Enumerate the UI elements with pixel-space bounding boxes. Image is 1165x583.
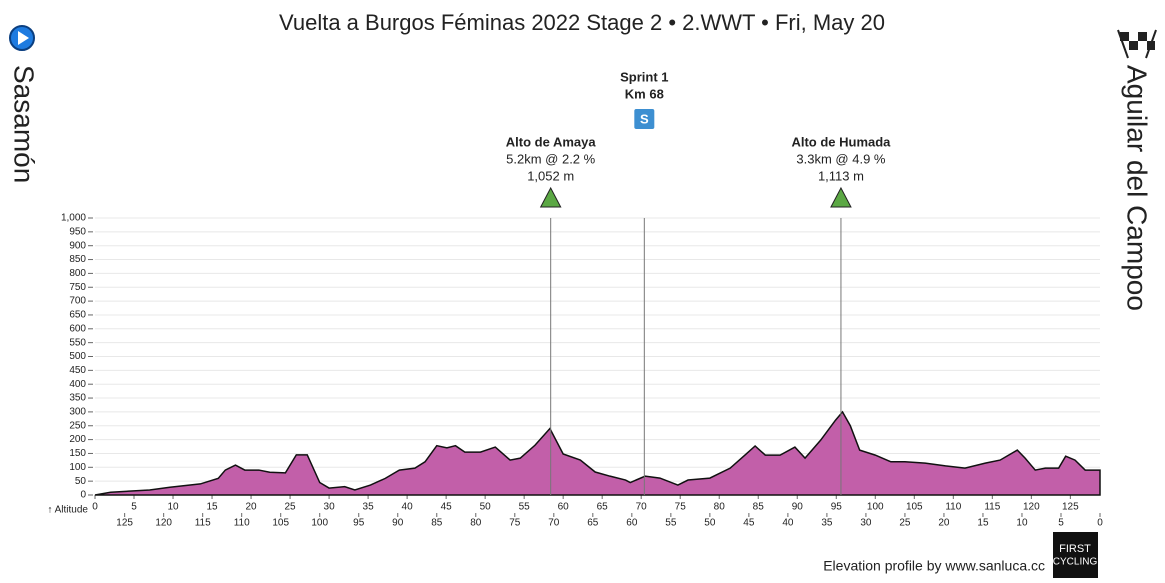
y-tick-label: 550: [69, 337, 86, 348]
x-tick-label: 110: [945, 502, 961, 513]
x2-tick-label: 90: [392, 518, 404, 529]
x-tick-label: 75: [675, 502, 687, 513]
x2-tick-label: 110: [234, 518, 250, 529]
x2-tick-label: 95: [353, 518, 365, 529]
x-tick-label: 60: [558, 502, 570, 513]
x2-tick-label: 105: [272, 518, 289, 529]
x-tick-label: 20: [245, 502, 257, 513]
x-tick-label: 30: [324, 502, 336, 513]
x-tick-label: 50: [480, 502, 492, 513]
x-tick-label: 25: [285, 502, 297, 513]
finish-label: Aguilar del Campoo: [1122, 65, 1153, 311]
start-icon: [9, 25, 35, 51]
y-tick-label: 500: [69, 351, 86, 362]
x2-tick-label: 75: [509, 518, 521, 529]
climb-name: Alto de Amaya: [506, 134, 597, 149]
climb-detail: 3.3km @ 4.9 %: [796, 151, 886, 166]
y-tick-label: 1,000: [61, 213, 86, 224]
x-tick-label: 40: [402, 502, 414, 513]
y-tick-label: 600: [69, 323, 86, 334]
climb-name: Alto de Humada: [791, 134, 891, 149]
x2-tick-label: 15: [977, 518, 989, 529]
y-tick-label: 350: [69, 393, 86, 404]
x-tick-label: 120: [1023, 502, 1040, 513]
x2-tick-label: 55: [665, 518, 677, 529]
x2-tick-label: 20: [938, 518, 950, 529]
x2-tick-label: 125: [116, 518, 133, 529]
y-tick-label: 100: [69, 462, 86, 473]
x-tick-label: 125: [1062, 502, 1079, 513]
y-tick-label: 300: [69, 407, 86, 418]
x2-tick-label: 25: [899, 518, 911, 529]
x-tick-label: 10: [167, 502, 179, 513]
y-tick-label: 800: [69, 268, 86, 279]
credit: Elevation profile by www.sanluca.cc: [823, 558, 1045, 574]
x2-tick-label: 65: [587, 518, 599, 529]
y-tick-label: 750: [69, 282, 86, 293]
y-axis-label: ↑ Altitude: [47, 505, 88, 516]
y-tick-label: 0: [80, 490, 86, 501]
x-tick-label: 70: [636, 502, 648, 513]
y-tick-label: 650: [69, 310, 86, 321]
x2-tick-label: 5: [1058, 518, 1064, 529]
x2-tick-label: 80: [470, 518, 482, 529]
y-tick-label: 900: [69, 240, 86, 251]
sprint-icon-label: S: [640, 111, 649, 126]
x-tick-label: 105: [906, 502, 923, 513]
x-tick-label: 85: [753, 502, 765, 513]
logo-text: FIRST: [1059, 543, 1091, 555]
x-tick-label: 0: [92, 502, 98, 513]
sprint-icon: [634, 109, 655, 129]
y-tick-label: 150: [69, 448, 86, 459]
y-tick-label: 450: [69, 365, 86, 376]
x-tick-label: 80: [714, 502, 726, 513]
x2-tick-label: 10: [1016, 518, 1028, 529]
climb-icon: [539, 186, 562, 208]
x-tick-label: 115: [984, 502, 1000, 513]
x-tick-label: 45: [441, 502, 453, 513]
x2-tick-label: 50: [704, 518, 716, 529]
logo-box: [1053, 532, 1098, 578]
y-tick-label: 850: [69, 254, 86, 265]
x-tick-label: 5: [131, 502, 137, 513]
x-tick-label: 100: [867, 502, 884, 513]
x2-tick-label: 40: [782, 518, 794, 529]
climb-icon: [830, 186, 852, 208]
x-tick-label: 55: [519, 502, 531, 513]
x-tick-label: 35: [363, 502, 375, 513]
x-tick-label: 95: [831, 502, 843, 513]
x2-tick-label: 100: [311, 518, 328, 529]
x-tick-label: 90: [792, 502, 804, 513]
start-label: Sasamón: [9, 65, 40, 183]
x-tick-label: 65: [597, 502, 609, 513]
x2-tick-label: 30: [860, 518, 872, 529]
x2-tick-label: 115: [195, 518, 211, 529]
chart-title: Vuelta a Burgos Féminas 2022 Stage 2 • 2…: [279, 10, 885, 35]
sprint-name: Sprint 1: [620, 69, 668, 84]
y-tick-label: 400: [69, 379, 86, 390]
sprint-label: Km 68: [625, 86, 664, 101]
finish-icon: [1117, 29, 1157, 59]
x2-tick-label: 85: [431, 518, 443, 529]
climb-detail: 5.2km @ 2.2 %: [506, 151, 596, 166]
y-tick-label: 50: [75, 476, 87, 487]
elevation-area: [94, 410, 1101, 496]
x2-tick-label: 45: [743, 518, 755, 529]
y-tick-label: 250: [69, 420, 86, 431]
x2-tick-label: 35: [821, 518, 833, 529]
x-tick-label: 15: [206, 502, 218, 513]
x2-tick-label: 60: [626, 518, 638, 529]
climb-elevation: 1,113 m: [818, 168, 864, 183]
climb-elevation: 1,052 m: [527, 168, 574, 183]
y-tick-label: 700: [69, 296, 86, 307]
logo-text: CYCLING: [1053, 557, 1098, 568]
x2-tick-label: 0: [1097, 518, 1103, 529]
y-tick-label: 200: [69, 434, 86, 445]
y-tick-label: 950: [69, 226, 86, 237]
x2-tick-label: 70: [548, 518, 560, 529]
x2-tick-label: 120: [155, 518, 172, 529]
